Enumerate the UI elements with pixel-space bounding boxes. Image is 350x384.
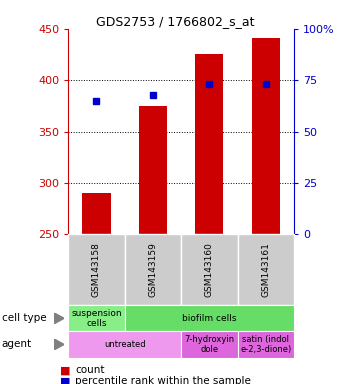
- Text: GDS2753 / 1766802_s_at: GDS2753 / 1766802_s_at: [96, 15, 254, 28]
- Text: cell type: cell type: [2, 313, 46, 323]
- Text: 7-hydroxyin
dole: 7-hydroxyin dole: [184, 335, 235, 354]
- Text: GSM143158: GSM143158: [92, 242, 101, 297]
- Text: ■: ■: [60, 376, 70, 384]
- Text: agent: agent: [2, 339, 32, 349]
- Bar: [139, 106, 167, 234]
- Text: ■: ■: [60, 365, 70, 375]
- Text: percentile rank within the sample: percentile rank within the sample: [75, 376, 251, 384]
- Text: GSM143159: GSM143159: [148, 242, 158, 297]
- Text: satin (indol
e-2,3-dione): satin (indol e-2,3-dione): [240, 335, 292, 354]
- Polygon shape: [54, 339, 64, 350]
- Text: GSM143160: GSM143160: [205, 242, 214, 297]
- Text: count: count: [75, 365, 105, 375]
- Text: GSM143161: GSM143161: [261, 242, 270, 297]
- Polygon shape: [54, 313, 64, 324]
- Text: biofilm cells: biofilm cells: [182, 314, 237, 323]
- Bar: [82, 193, 111, 234]
- Bar: [252, 38, 280, 234]
- Text: untreated: untreated: [104, 340, 146, 349]
- Text: suspension
cells: suspension cells: [71, 309, 122, 328]
- Bar: [195, 55, 223, 234]
